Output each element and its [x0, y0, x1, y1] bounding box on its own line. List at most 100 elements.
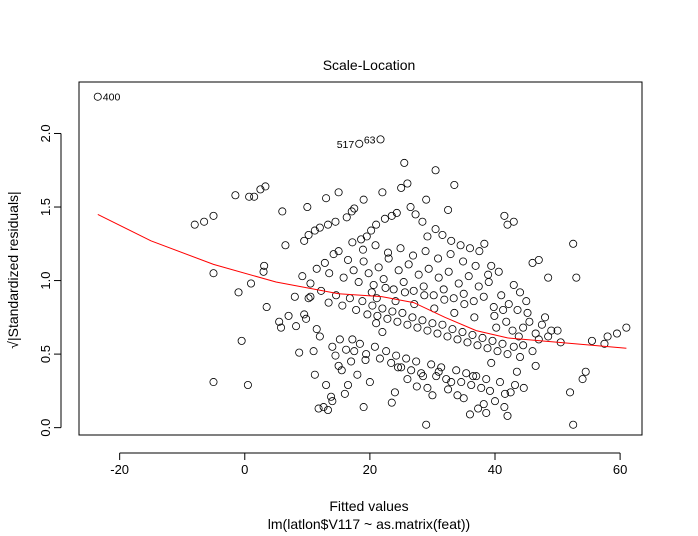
data-point — [506, 388, 515, 397]
data-point — [237, 336, 246, 345]
smoother-line — [97, 213, 627, 349]
data-point — [400, 288, 409, 297]
data-point — [423, 326, 432, 335]
data-point — [277, 323, 286, 332]
data-point — [469, 297, 478, 306]
data-point — [519, 383, 528, 392]
data-point — [399, 278, 408, 287]
data-point — [359, 257, 368, 266]
data-point — [375, 354, 384, 363]
data-point — [284, 311, 293, 320]
data-point — [462, 369, 471, 378]
data-point — [490, 397, 499, 406]
data-point — [300, 310, 309, 319]
x-axis-label: Fitted values — [329, 498, 408, 514]
data-point — [437, 363, 446, 372]
data-point — [303, 203, 312, 212]
data-point — [245, 192, 254, 201]
data-point — [467, 380, 476, 389]
data-point — [209, 378, 218, 387]
data-point — [355, 139, 364, 148]
data-point — [463, 338, 472, 347]
data-point — [306, 279, 315, 288]
data-point — [304, 230, 313, 239]
data-point — [456, 241, 465, 250]
data-point — [480, 239, 489, 248]
x-tick-label: 20 — [363, 462, 377, 477]
data-point — [434, 254, 443, 263]
data-point — [465, 244, 474, 253]
data-point — [503, 350, 512, 359]
data-point — [261, 182, 270, 191]
data-point — [357, 235, 366, 244]
data-point — [443, 332, 452, 341]
data-point — [516, 288, 525, 297]
data-point — [503, 411, 512, 420]
data-point — [566, 388, 575, 397]
data-point — [387, 398, 396, 407]
data-point — [612, 329, 621, 338]
data-point — [278, 207, 287, 216]
data-point — [449, 294, 458, 303]
data-point — [459, 394, 468, 403]
data-point — [485, 386, 494, 395]
data-point — [489, 303, 498, 312]
data-point — [384, 254, 393, 263]
data-point — [407, 366, 416, 375]
data-point — [409, 286, 418, 295]
data-point — [398, 308, 407, 317]
data-point — [328, 397, 337, 406]
x-tick-label: 40 — [488, 462, 502, 477]
data-point — [322, 380, 331, 389]
data-point — [442, 375, 451, 384]
data-point — [460, 300, 469, 309]
data-point — [474, 404, 483, 413]
y-axis-label: √|Standardized residuals| — [5, 191, 21, 348]
data-point — [390, 388, 399, 397]
data-point — [402, 354, 411, 363]
data-point — [417, 369, 426, 378]
data-point — [509, 342, 518, 351]
data-point — [403, 179, 412, 188]
data-point — [315, 223, 324, 232]
data-point — [423, 383, 432, 392]
data-point — [429, 291, 438, 300]
data-point — [348, 238, 357, 247]
data-point — [362, 350, 371, 359]
data-point — [340, 389, 349, 398]
data-point — [459, 257, 468, 266]
data-point — [422, 420, 431, 429]
data-point — [209, 211, 218, 220]
data-point — [262, 303, 271, 312]
data-point — [397, 183, 406, 192]
data-point — [392, 208, 401, 217]
data-point — [397, 363, 406, 372]
data-point — [479, 400, 488, 409]
data-point — [347, 207, 356, 216]
data-point — [509, 217, 518, 226]
data-point — [541, 313, 550, 322]
data-point — [374, 263, 383, 272]
data-point — [453, 335, 462, 344]
data-point — [319, 403, 328, 412]
y-tick-label: 2.0 — [38, 124, 53, 142]
data-point — [362, 232, 371, 241]
data-point — [413, 323, 422, 332]
data-point — [304, 294, 313, 303]
data-point — [396, 244, 405, 253]
data-point — [484, 270, 493, 279]
data-point — [403, 320, 412, 329]
data-point — [500, 211, 509, 220]
data-point — [381, 283, 390, 292]
data-point — [531, 329, 540, 338]
data-point — [497, 291, 506, 300]
data-point — [392, 351, 401, 360]
data-point — [406, 203, 415, 212]
data-point — [389, 285, 398, 294]
data-point — [93, 92, 102, 101]
chart-subtitle: lm(latlon$V117 ~ as.matrix(feat)) — [268, 516, 470, 532]
data-point — [544, 332, 553, 341]
data-point — [324, 298, 333, 307]
data-point — [519, 323, 528, 332]
data-point — [290, 292, 299, 301]
